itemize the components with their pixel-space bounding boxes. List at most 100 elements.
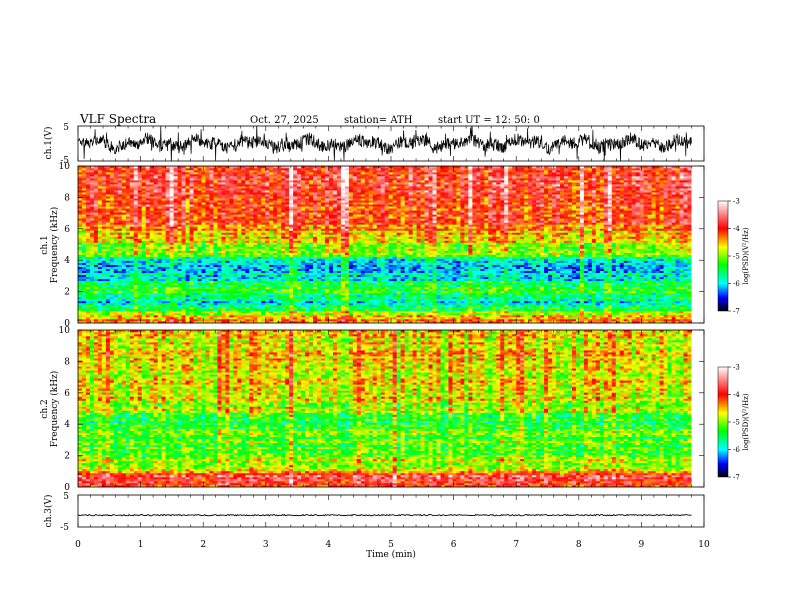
ch1-spectrogram-cell — [165, 208, 170, 211]
ch1-spectrogram-cell — [221, 194, 226, 197]
ch1-spectrogram-cell — [205, 266, 210, 269]
ch1-spectrogram-cell — [273, 294, 278, 298]
ch1-spectrogram-cell — [93, 192, 99, 195]
ch1-spectrogram-cell — [245, 254, 250, 257]
ch1-spectrogram-cell — [293, 238, 298, 241]
ch1-spectrogram-cell — [189, 278, 194, 282]
ch1-spectrogram-cell — [309, 210, 314, 213]
ch1-spectrogram-cell — [273, 292, 278, 296]
ch1-spectrogram-cell — [289, 240, 294, 243]
ch1-spectrogram-cell — [177, 170, 182, 173]
ch1-spectrogram-cell — [169, 316, 174, 320]
ch1-spectrogram-cell — [313, 242, 318, 245]
ch1-spectrogram-cell — [81, 204, 87, 207]
ch1-spectrogram-cell — [157, 302, 162, 306]
ch1-spectrogram-cell — [93, 230, 99, 233]
ch1-spectrogram-cell — [85, 230, 91, 233]
ch1-spectrogram-cell — [309, 206, 314, 209]
ch1-spectrogram-cell — [129, 306, 135, 310]
ch1-spectrogram-cell — [165, 230, 170, 233]
ch1-spectrogram-cell — [137, 244, 143, 247]
ch1-spectrogram-cell — [177, 180, 182, 183]
ch1-spectrogram-cell — [165, 192, 170, 195]
ch1-spectrogram-cell — [233, 262, 238, 265]
ch1-spectrogram-cell — [313, 236, 318, 239]
ch1-spectrogram-cell — [93, 232, 99, 235]
ch1-spectrogram-cell — [201, 282, 206, 286]
ch1-spectrogram-cell — [137, 218, 143, 221]
ch1-spectrogram-cell — [241, 302, 246, 306]
ch1-spectrogram-cell — [237, 234, 242, 237]
ch1-spectrogram-cell — [78, 234, 83, 237]
ch1-spectrogram-cell — [157, 216, 162, 219]
ch1-spectrogram-cell — [145, 264, 150, 267]
ch1-spectrogram-cell — [109, 250, 115, 253]
ch1-spectrogram-cell — [101, 188, 107, 191]
ch1-spectrogram-cell — [137, 228, 143, 231]
ch1-spectrogram-cell — [277, 198, 282, 201]
ch1-spectrogram-cell — [261, 174, 266, 177]
ch1-spectrogram-cell — [201, 280, 206, 284]
ch1-spectrogram-cell — [93, 290, 99, 294]
ch1-spectrogram-cell — [305, 284, 310, 288]
ch1-spectrogram-cell — [149, 306, 154, 310]
ch1-spectrogram-cell — [78, 292, 83, 296]
ch1-spectrogram-cell — [78, 264, 83, 267]
ch1-spectrogram-cell — [197, 280, 202, 284]
ch1-spectrogram-cell — [177, 222, 182, 225]
ch1-spectrogram-cell — [245, 302, 250, 306]
ch1-spectrogram-cell — [157, 294, 162, 298]
ch1-spectrogram-cell — [177, 186, 182, 189]
ch1-spectrogram-cell — [161, 182, 166, 185]
ch1-spectrogram-cell — [217, 220, 222, 223]
ch1-spectrogram-cell — [173, 252, 178, 255]
ch1-spectrogram-cell — [93, 258, 99, 261]
ch1-spectrogram-cell — [201, 174, 206, 177]
ch1-spectrogram-cell — [225, 298, 230, 302]
ch1-spectrogram-cell — [149, 250, 154, 253]
ch1-spectrogram-cell — [81, 256, 87, 259]
ch1-spectrogram-cell — [97, 218, 103, 221]
ch1-spectrogram-cell — [125, 282, 131, 286]
ch1-spectrogram-cell — [113, 230, 119, 233]
ch1-spectrogram-cell — [233, 284, 238, 288]
ch1-spectrogram-cell — [153, 254, 158, 257]
ch1-spectrogram-cell — [269, 218, 274, 221]
ch1-spectrogram-cell — [165, 312, 170, 316]
ch1-spectrogram-cell — [293, 278, 298, 282]
ch1-spectrogram-cell — [269, 312, 274, 316]
ch1-spectrogram-cell — [253, 264, 258, 267]
ch1-spectrogram-cell — [105, 208, 111, 211]
ch1-spectrogram-cell — [145, 268, 150, 271]
ch1-spectrogram-cell — [297, 312, 302, 316]
ch1-spectrogram-cell — [317, 226, 322, 229]
ch1-spectrogram-cell — [285, 320, 290, 324]
ch1-spectrogram-cell — [145, 306, 150, 310]
ch1-spectrogram-cell — [185, 194, 190, 197]
ch1-spectrogram-cell — [109, 320, 115, 324]
ch1-spectrogram-cell — [233, 224, 238, 227]
ch1-spectrogram-cell — [157, 312, 162, 316]
ch1-spectrogram-cell — [257, 262, 262, 265]
ch1-spectrogram-cell — [85, 284, 91, 288]
ch1-spectrogram-cell — [181, 170, 186, 173]
ch1-spectrogram-cell — [89, 200, 95, 203]
ch1-spectrogram-cell — [85, 178, 91, 181]
ch1-spectrogram-cell — [261, 222, 266, 225]
ch1-spectrogram-cell — [305, 198, 310, 201]
ch1-spectrogram-cell — [189, 234, 194, 237]
ch1-spectrogram-cell — [233, 272, 238, 275]
ch1-spectrogram-cell — [233, 192, 238, 195]
ch1-spectrogram-cell — [153, 308, 158, 312]
ch1-spectrogram-cell — [157, 226, 162, 229]
ch1-spectrogram-cell — [281, 274, 286, 277]
ch1-spectrogram-cell — [97, 174, 103, 177]
ch1-spectrogram-cell — [133, 230, 139, 233]
ch1-spectrogram-cell — [309, 238, 314, 241]
ch1-spectrogram-cell — [324, 294, 330, 298]
ch1-spectrogram-cell — [317, 200, 322, 203]
ch1-spectrogram-cell — [109, 212, 115, 215]
ch1-spectrogram-cell — [309, 254, 314, 257]
ch1-spectrogram-cell — [201, 308, 206, 312]
ch1-spectrogram-cell — [157, 304, 162, 308]
